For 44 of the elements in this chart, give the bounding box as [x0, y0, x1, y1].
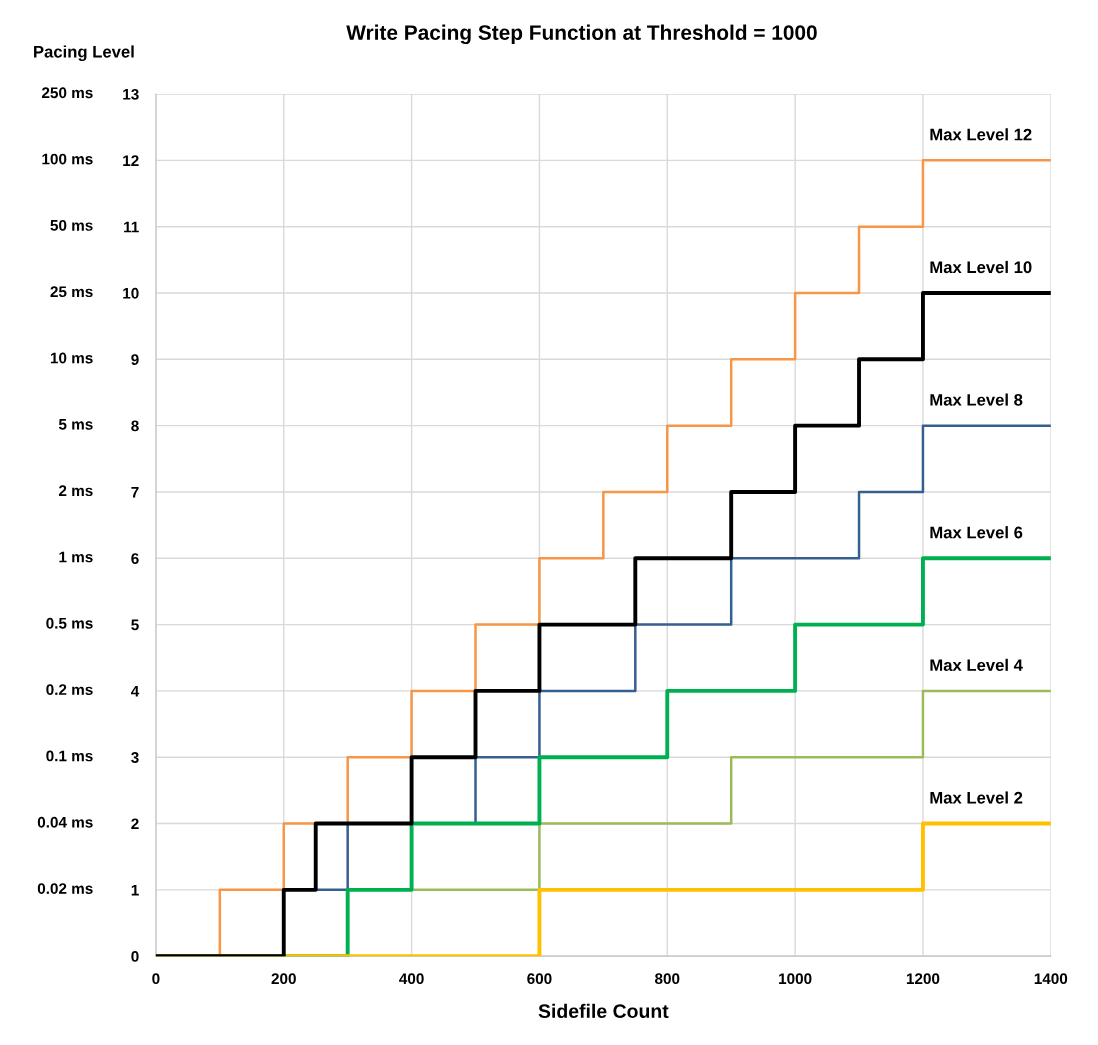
x-tick-label: 800 [655, 973, 680, 985]
y-tick-label: 4 [130, 685, 140, 697]
text: 0.5 ms [46, 617, 93, 629]
series-label: Max Level 8 [930, 393, 1023, 406]
text: 25 ms [50, 286, 93, 298]
series-label: Max Level 6 [930, 526, 1023, 539]
y-tick-label: 0 [131, 951, 139, 962]
y-tick-label: 10 [123, 287, 139, 299]
text: 100 ms [42, 153, 93, 165]
x-tick-label: 1200 [906, 973, 940, 985]
x-tick-label: 400 [399, 973, 424, 985]
y-tick-label: 6 [131, 553, 139, 564]
text: 0.04 ms [37, 816, 93, 828]
text: 0.02 ms [37, 883, 93, 894]
y-tick-label: 9 [131, 354, 139, 366]
series-label: Max Level 12 [930, 128, 1032, 141]
x-axis-title: Sidefile Count [538, 1003, 669, 1019]
text: 50 ms [50, 219, 93, 231]
text: 5 ms [58, 419, 93, 430]
y-tick-label: 7 [131, 486, 139, 498]
text: 0.1 ms [46, 750, 93, 762]
y-tick-label: 1 [131, 884, 139, 896]
y-tick-label: 5 [131, 619, 139, 631]
y-tick-label: 13 [123, 88, 139, 100]
y-axis-title: Pacing Level [34, 45, 134, 62]
y-tick-label: 11 [124, 221, 139, 233]
x-tick-label: 1000 [779, 973, 812, 985]
x-tick-label: 200 [271, 973, 296, 985]
x-tick-label: 600 [527, 973, 552, 985]
series-label: Max Level 2 [930, 791, 1023, 804]
text: 250 ms [41, 87, 93, 99]
chart-title: Write Pacing Step Function at Threshold = 1000 [346, 24, 817, 45]
y-tick-label: 2 [131, 818, 139, 830]
text: 1 ms [59, 551, 93, 563]
text: 10 ms [50, 352, 93, 364]
text: 0.2 ms [46, 684, 93, 696]
text: 2 ms [58, 485, 93, 497]
y-tick-label: 3 [131, 752, 139, 763]
y-tick-label: 12 [123, 155, 139, 166]
series-label: Max Level 10 [930, 260, 1032, 274]
x-tick-label: 0 [152, 973, 160, 985]
y-tick-label: 8 [131, 420, 139, 432]
x-tick-label: 1400 [1034, 973, 1068, 985]
series-label: Max Level 4 [930, 658, 1023, 672]
